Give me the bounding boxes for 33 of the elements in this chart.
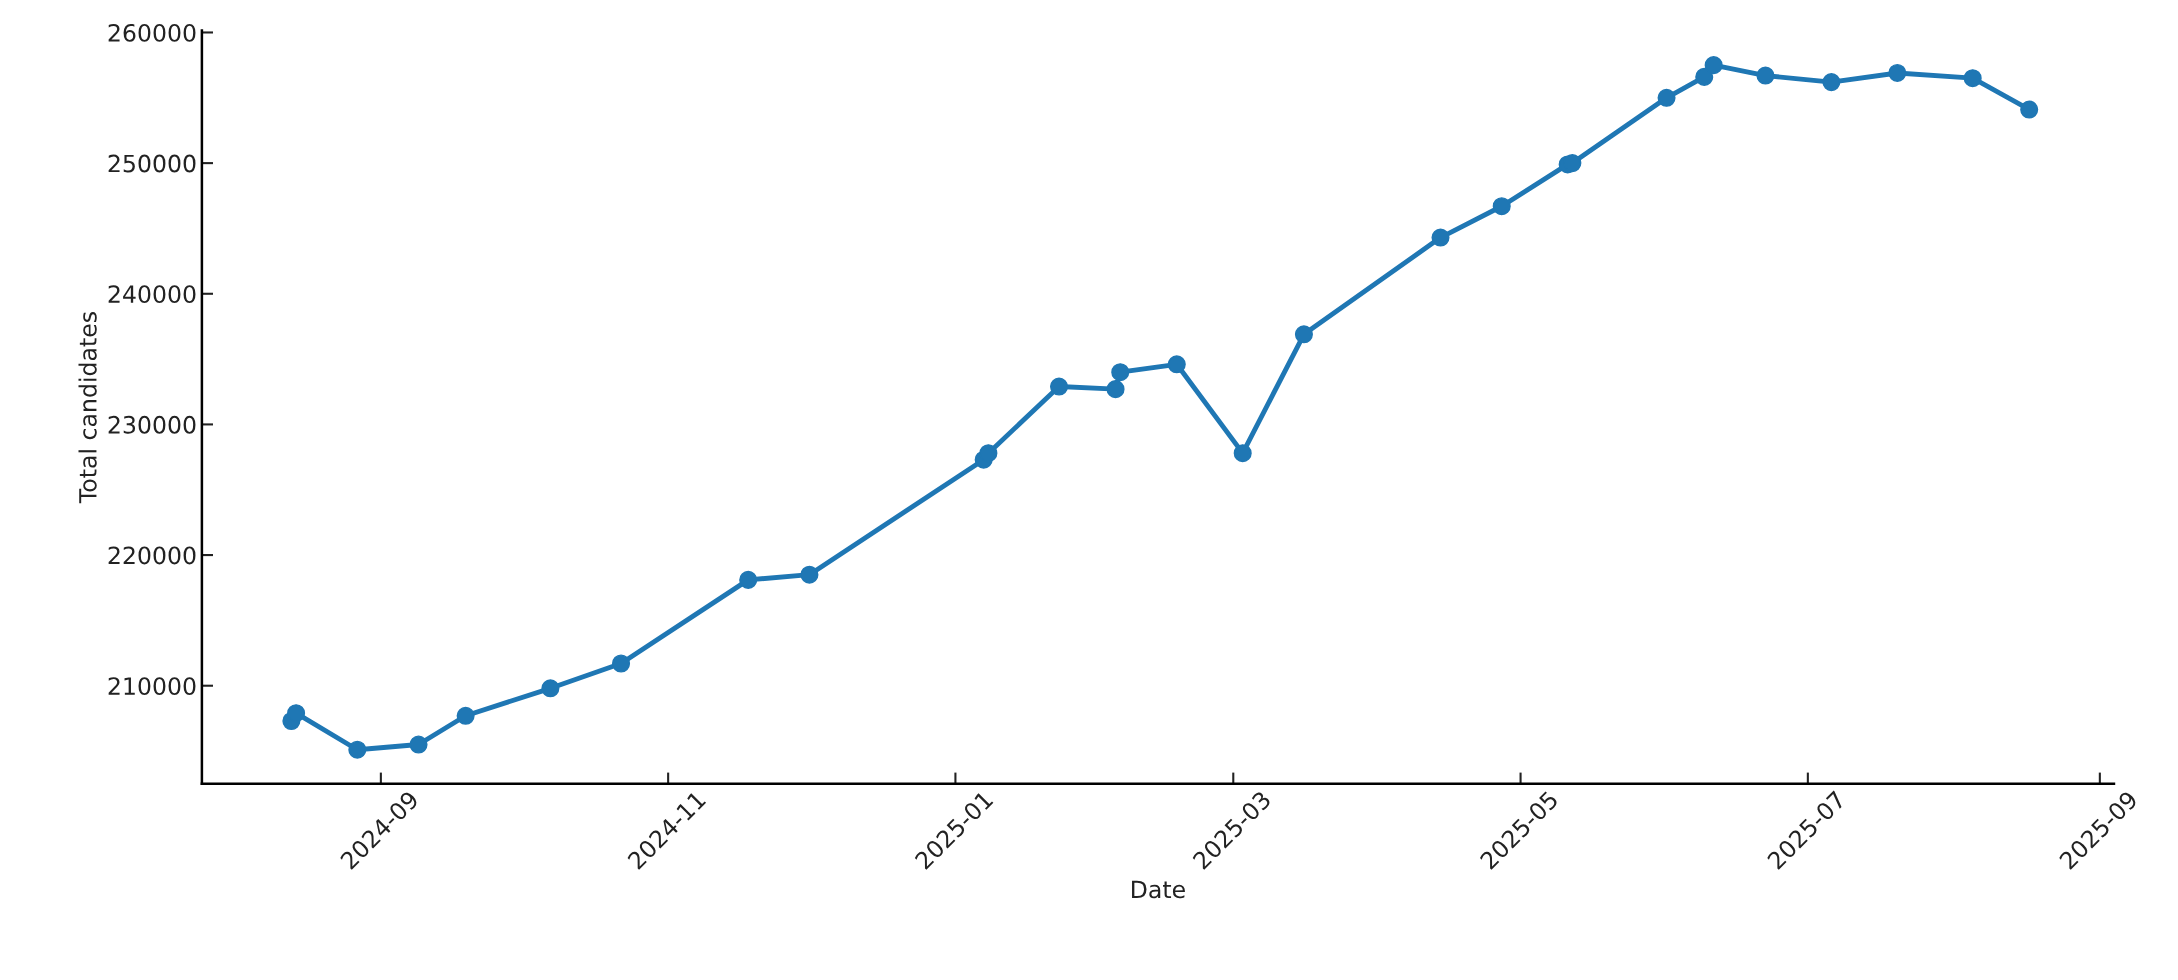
y-axis-title: Total candidates (78, 312, 97, 504)
y-tick-label: 230000 (108, 415, 196, 434)
point (1695, 67, 1714, 86)
point (1050, 377, 1069, 396)
point (1704, 56, 1723, 75)
point (612, 654, 631, 673)
point (541, 679, 560, 698)
point (2020, 100, 2039, 119)
point (1756, 66, 1775, 85)
point (800, 565, 819, 584)
point (1111, 363, 1130, 382)
point (1431, 228, 1450, 247)
x-axis-title: Date (1132, 880, 1185, 899)
point (1963, 69, 1982, 88)
point (1492, 197, 1511, 216)
point (287, 704, 306, 723)
y-tick-label: 240000 (108, 285, 196, 304)
point (1657, 88, 1676, 107)
y-tick-label: 250000 (108, 154, 196, 173)
point (979, 444, 998, 463)
point (409, 735, 428, 754)
y-tick-label: 260000 (108, 23, 196, 42)
point (1822, 73, 1841, 92)
point (1233, 444, 1252, 463)
point (348, 740, 367, 759)
point (456, 706, 475, 725)
point (1106, 380, 1125, 399)
point (1167, 355, 1186, 374)
point (1888, 63, 1907, 83)
y-tick-label: 220000 (108, 546, 196, 565)
point (739, 570, 758, 589)
y-tick-label: 210000 (108, 677, 196, 696)
point (1294, 325, 1313, 344)
